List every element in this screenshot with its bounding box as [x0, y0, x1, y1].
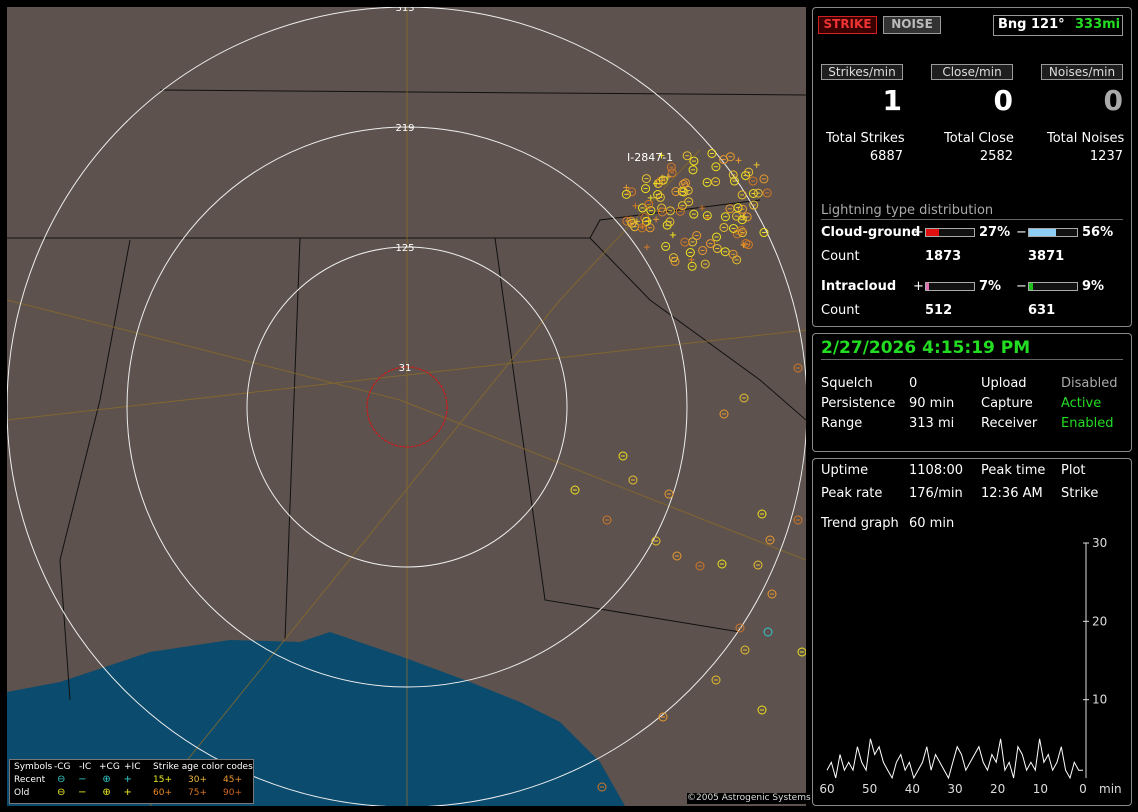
setting-cell: Receiver — [981, 416, 1037, 432]
percent: 56% — [1082, 225, 1113, 241]
range-label: 313 — [395, 3, 414, 14]
total-label: Total Close — [944, 131, 1014, 147]
count: 631 — [1028, 303, 1055, 319]
age-code: 90+ — [223, 788, 242, 799]
setting-cell: 0 — [909, 376, 917, 392]
stats-panel — [812, 458, 1132, 806]
stat-cell: Strike — [1061, 486, 1098, 502]
setting-cell: Upload — [981, 376, 1027, 392]
legend-header: Symbols — [14, 762, 52, 773]
age-code: 75+ — [188, 788, 207, 799]
type-name: Cloud-ground — [821, 225, 920, 241]
legend-symbols: ⊖ − ⊕ + — [57, 787, 132, 799]
storm-label: I-2847-1 — [627, 150, 673, 166]
total-value: 2582 — [953, 149, 1013, 165]
bar-track — [1028, 282, 1078, 291]
age-code: 45+ — [223, 775, 242, 786]
bar-track — [925, 282, 975, 291]
age-code: 60+ — [153, 788, 172, 799]
total-value: 1237 — [1063, 149, 1123, 165]
range-label: 31 — [399, 363, 412, 374]
type-name: Intracloud — [821, 279, 896, 295]
bar-track — [1028, 228, 1078, 237]
map: 313 219 125 31 — [7, 3, 807, 807]
total-label: Total Noises — [1047, 131, 1124, 147]
legend-header: +CG — [99, 762, 120, 773]
rate-value: 0 — [953, 86, 1013, 116]
noise-button[interactable]: NOISE — [883, 16, 941, 34]
stat-cell: Peak rate — [821, 486, 882, 502]
setting-cell: 313 mi — [909, 416, 954, 432]
count-label: Count — [821, 249, 860, 265]
divider — [821, 359, 1123, 360]
sign: + — [913, 225, 924, 241]
rate-value: 1 — [842, 86, 902, 116]
setting-cell: 90 min — [909, 396, 954, 412]
setting-cell: Enabled — [1061, 416, 1114, 432]
bar-fill — [1029, 283, 1033, 290]
range-label: 219 — [395, 123, 414, 134]
legend-row-label: Recent — [14, 775, 45, 786]
legend-header: -CG — [54, 762, 71, 773]
stat-cell: Plot — [1061, 463, 1086, 479]
divider — [821, 219, 1123, 220]
datetime: 2/27/2026 4:15:19 PM — [821, 338, 1030, 358]
bar-fill — [926, 283, 929, 290]
sign: − — [1016, 279, 1027, 295]
count: 3871 — [1028, 249, 1064, 265]
copyright: ©2005 Astrogenic Systems — [687, 793, 811, 804]
setting-cell: Disabled — [1061, 376, 1117, 392]
legend-header: +IC — [124, 762, 140, 773]
stat-cell: 12:36 AM — [981, 486, 1043, 502]
distance: 333mi — [1075, 17, 1120, 33]
bar-fill — [926, 229, 939, 236]
percent: 27% — [979, 225, 1010, 241]
setting-cell: Squelch — [821, 376, 873, 392]
bearing: Bng 121° — [998, 17, 1065, 33]
setting-cell: Persistence — [821, 396, 895, 412]
stat-cell: 1108:00 — [909, 463, 963, 479]
age-code: 30+ — [188, 775, 207, 786]
count-label: Count — [821, 303, 860, 319]
distribution-title: Lightning type distribution — [821, 203, 993, 219]
stat-cell: Peak time — [981, 463, 1045, 479]
percent: 9% — [1082, 279, 1104, 295]
rate-label: Noises/min — [1041, 64, 1123, 80]
total-label: Total Strikes — [826, 131, 905, 147]
rate-label: Close/min — [931, 64, 1013, 80]
percent: 7% — [979, 279, 1001, 295]
legend-symbols: ⊖ − ⊕ + — [57, 774, 132, 786]
trend-label: Trend graph — [821, 516, 899, 532]
stat-cell: Uptime — [821, 463, 868, 479]
legend-header: -IC — [79, 762, 91, 773]
age-code: 15+ — [153, 775, 172, 786]
rate-label: Strikes/min — [821, 64, 903, 80]
legend-header: Strike age color codes — [153, 762, 253, 773]
setting-cell: Range — [821, 416, 862, 432]
strike-button[interactable]: STRIKE — [818, 16, 877, 34]
map-legend: Symbols -CG -IC +CG +IC Strike age color… — [9, 759, 254, 804]
trend-span: 60 min — [909, 516, 954, 532]
rate-value: 0 — [1063, 86, 1123, 116]
stat-cell: 176/min — [909, 486, 963, 502]
bar-fill — [1029, 229, 1056, 236]
setting-cell: Active — [1061, 396, 1101, 412]
total-value: 6887 — [843, 149, 903, 165]
sign: + — [913, 279, 924, 295]
sign: − — [1016, 225, 1027, 241]
bar-track — [925, 228, 975, 237]
range-label: 125 — [395, 243, 414, 254]
setting-cell: Capture — [981, 396, 1033, 412]
legend-row-label: Old — [14, 788, 29, 799]
count: 1873 — [925, 249, 961, 265]
count: 512 — [925, 303, 952, 319]
